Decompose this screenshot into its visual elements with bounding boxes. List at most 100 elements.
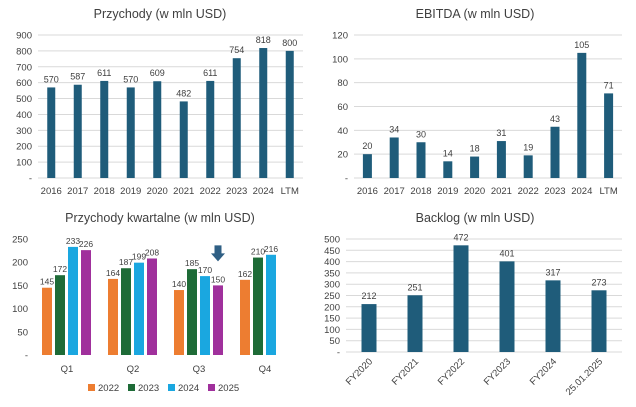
y-tick-label: 150: [324, 314, 340, 325]
bar: [187, 269, 197, 355]
y-tick-label: 50: [17, 327, 28, 338]
x-tick-label: FY2024: [528, 356, 559, 387]
bar-value-label: 251: [407, 282, 422, 292]
bar-value-label: 587: [70, 72, 85, 82]
legend-label: 2025: [218, 383, 239, 394]
bar: [361, 304, 377, 352]
y-tick-label: -: [345, 174, 348, 185]
bar-value-label: 172: [53, 264, 67, 274]
x-tick-label: FY2023: [482, 356, 513, 387]
y-tick-label: 500: [16, 94, 32, 105]
y-tick-label: 500: [324, 235, 340, 246]
bar-value-label: 210: [251, 247, 265, 257]
legend-label: 2024: [178, 383, 199, 394]
x-tick-label: Q3: [193, 364, 206, 375]
bar: [253, 257, 263, 355]
chart-4: Backlog (w mln USD) -50100150200250300350…: [324, 211, 622, 398]
bar: [55, 275, 65, 355]
y-tick-label: 200: [12, 258, 28, 269]
y-tick-label: 100: [332, 54, 348, 65]
bar-value-label: 164: [106, 268, 120, 278]
legend-swatch: [128, 384, 135, 391]
bar-value-label: 216: [264, 244, 278, 254]
bar: [453, 245, 469, 352]
bar-value-label: 18: [470, 144, 480, 154]
legend-label: 2023: [138, 383, 159, 394]
bar-value-label: 162: [238, 269, 252, 279]
y-tick-label: 300: [16, 126, 32, 137]
bar-value-label: 20: [362, 141, 372, 151]
y-tick-label: 100: [16, 158, 32, 169]
bar: [179, 101, 188, 178]
bar: [389, 137, 399, 178]
bar-value-label: 170: [198, 265, 212, 275]
y-tick-label: 100: [12, 304, 28, 315]
x-tick-label: 2023: [544, 186, 565, 197]
bar: [81, 250, 91, 355]
bar-value-label: 754: [229, 45, 244, 55]
bar-value-label: 105: [574, 40, 589, 50]
x-tick-label: 2021: [491, 186, 512, 197]
x-tick-label: LTM: [281, 186, 299, 197]
chart-title: Przychody kwartalne (w mln USD): [65, 211, 255, 225]
bar-value-label: 609: [150, 68, 165, 78]
bar: [121, 268, 131, 355]
chart-2: EBITDA (w mln USD) - 20 40 60 80 100 120 20 2016 3…: [332, 7, 622, 197]
bar-value-label: 43: [550, 114, 560, 124]
bar-value-label: 19: [523, 142, 533, 152]
bar: [266, 254, 276, 355]
bar: [68, 246, 78, 355]
y-tick-label: 20: [337, 150, 348, 161]
chart-title: Backlog (w mln USD): [416, 211, 535, 225]
bar: [232, 58, 241, 178]
y-tick-label: 400: [16, 110, 32, 121]
x-tick-label: 2020: [464, 186, 485, 197]
y-tick-label: -: [29, 174, 32, 185]
bar: [200, 276, 210, 355]
bar-value-label: 611: [97, 68, 111, 78]
x-tick-label: FY2022: [436, 356, 467, 387]
bar-value-label: 30: [416, 129, 426, 139]
bar: [407, 295, 423, 352]
x-tick-label: 2017: [67, 186, 88, 197]
x-tick-label: Q2: [127, 364, 140, 375]
bar-value-label: 150: [211, 274, 225, 284]
bar-value-label: 208: [145, 247, 159, 257]
x-tick-label: 2018: [410, 186, 431, 197]
legend-label: 2022: [98, 383, 119, 394]
bar-value-label: 611: [203, 68, 217, 78]
bar: [259, 48, 268, 179]
x-tick-label: 2016: [41, 186, 62, 197]
bar: [153, 81, 162, 178]
bar: [591, 290, 607, 352]
y-tick-label: 50: [329, 336, 340, 347]
x-tick-label: 25.01.2025: [564, 356, 605, 397]
bar: [47, 87, 56, 178]
bar-value-label: 226: [79, 239, 93, 249]
chart-title: EBITDA (w mln USD): [416, 7, 535, 21]
y-tick-label: 600: [16, 78, 32, 89]
bar-value-label: 145: [40, 277, 54, 287]
bar: [496, 141, 506, 178]
bar: [499, 261, 515, 352]
y-tick-label: 400: [324, 257, 340, 268]
y-tick-label: 450: [324, 246, 340, 257]
bar-value-label: 233: [66, 236, 80, 246]
bar-value-label: 472: [453, 232, 468, 242]
y-tick-label: 800: [16, 46, 32, 57]
x-tick-label: 2024: [253, 186, 274, 197]
chart-title: Przychody (w mln USD): [94, 7, 227, 21]
y-tick-label: 200: [324, 302, 340, 313]
bar: [134, 262, 144, 355]
x-tick-label: FY2021: [390, 356, 421, 387]
bar: [550, 126, 560, 178]
bar: [523, 155, 533, 178]
bar: [443, 161, 453, 178]
y-tick-label: 40: [337, 126, 348, 137]
legend-swatch: [208, 384, 215, 391]
bar-value-label: 185: [185, 258, 199, 268]
bar-value-label: 818: [256, 35, 271, 45]
x-tick-label: 2017: [384, 186, 405, 197]
y-tick-label: 250: [12, 235, 28, 246]
